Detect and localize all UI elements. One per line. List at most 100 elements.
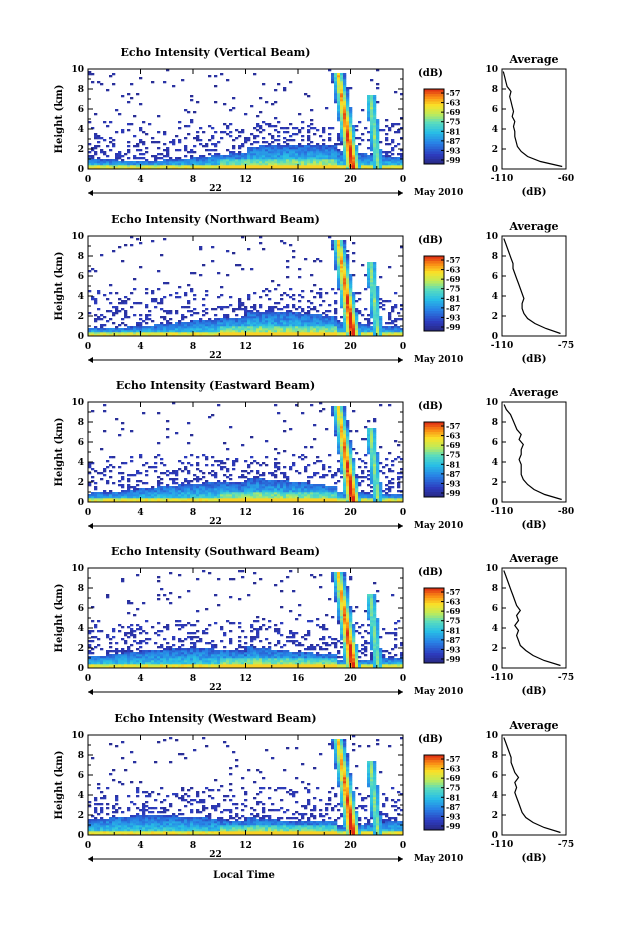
heatmap-cell: [292, 464, 296, 467]
colorbar-segment: [424, 432, 444, 435]
heatmap-cell: [373, 450, 377, 453]
heatmap-cell: [262, 328, 266, 331]
heatmap-cell: [142, 320, 146, 323]
heatmap-cell: [271, 135, 275, 138]
heatmap-cell: [199, 490, 203, 493]
heatmap-cell: [373, 316, 377, 319]
heatmap-cell: [328, 167, 332, 170]
heatmap-cell: [376, 474, 380, 477]
heatmap-cell: [289, 496, 293, 499]
heatmap-cell: [301, 500, 305, 503]
heatmap-cell: [304, 165, 308, 168]
colorbar-segment: [424, 91, 444, 95]
heatmap-cell: [193, 484, 197, 487]
heatmap-cell: [292, 294, 296, 297]
heatmap-cell: [373, 454, 377, 457]
heatmap-cell: [211, 161, 215, 164]
heatmap-cell: [307, 330, 311, 333]
heatmap-cell: [145, 492, 149, 495]
heatmap-cell: [262, 159, 266, 162]
heatmap-cell: [349, 480, 353, 483]
heatmap-cell: [298, 113, 302, 116]
heatmap-cell: [400, 93, 404, 96]
heatmap-cell: [166, 420, 170, 423]
heatmap-cell: [271, 153, 275, 156]
heatmap-cell: [376, 458, 380, 461]
heatmap-cell: [352, 137, 356, 140]
heatmap-cell: [163, 155, 167, 158]
heatmap-cell: [202, 320, 206, 323]
ytick-label: 6: [78, 272, 84, 282]
heatmap-cell: [286, 334, 290, 337]
heatmap-cell: [295, 498, 299, 501]
heatmap-cell: [343, 113, 347, 116]
heatmap-cell: [322, 300, 326, 303]
heatmap-cell: [190, 434, 194, 437]
heatmap-cell: [271, 490, 275, 493]
heatmap-cell: [304, 147, 308, 150]
heatmap-cell: [289, 322, 293, 325]
heatmap-cell: [382, 155, 386, 158]
heatmap-cell: [292, 498, 296, 501]
heatmap-cell: [238, 332, 242, 335]
heatmap-cell: [178, 121, 182, 124]
heatmap-cell: [370, 121, 374, 124]
heatmap-cell: [337, 276, 341, 279]
heatmap-cell: [148, 314, 152, 317]
heatmap-cell: [337, 91, 341, 94]
heatmap-cell: [121, 484, 125, 487]
heatmap-cell: [349, 448, 353, 451]
heatmap-cell: [133, 328, 137, 331]
heatmap-cell: [265, 141, 269, 144]
heatmap-cell: [190, 328, 194, 331]
heatmap-cell: [292, 326, 296, 329]
heatmap-cell: [166, 159, 170, 162]
heatmap-cell: [139, 129, 143, 132]
heatmap-cell: [391, 167, 395, 170]
heatmap-cell: [385, 161, 389, 164]
heatmap-cell: [352, 474, 356, 477]
heatmap-cell: [373, 157, 377, 160]
heatmap-cell: [346, 260, 350, 263]
heatmap-cell: [229, 486, 233, 489]
heatmap-cell: [283, 466, 287, 469]
heatmap-cell: [88, 652, 92, 655]
heatmap-cell: [343, 312, 347, 315]
heatmap-cell: [94, 153, 98, 156]
colorbar-frame: [423, 255, 445, 332]
heatmap-cell: [337, 97, 341, 100]
heatmap-cell: [181, 163, 185, 166]
heatmap-cell: [97, 638, 101, 641]
heatmap-cell: [346, 117, 350, 120]
heatmap: [88, 570, 404, 669]
heatmap-cell: [187, 462, 191, 465]
heatmap-cell: [175, 292, 179, 295]
heatmap-cell: [235, 129, 239, 132]
heatmap-cell: [91, 652, 95, 655]
heatmap-cell: [253, 480, 257, 483]
heatmap-cell: [196, 135, 200, 138]
heatmap-cell: [367, 498, 371, 501]
heatmap-cell: [346, 498, 350, 501]
heatmap-cell: [193, 488, 197, 491]
heatmap-cell: [331, 147, 335, 150]
heatmap-cell: [232, 320, 236, 323]
heatmap-cell: [169, 294, 173, 297]
heatmap-cell: [100, 332, 104, 335]
heatmap-cell: [163, 330, 167, 333]
heatmap-cell: [250, 490, 254, 493]
heatmap-cell: [292, 157, 296, 160]
heatmap-cell: [352, 490, 356, 493]
heatmap-cell: [184, 500, 188, 503]
heatmap-cell: [367, 159, 371, 162]
heatmap-cell: [196, 330, 200, 333]
heatmap-cell: [331, 408, 335, 411]
heatmap-cell: [292, 145, 296, 148]
heatmap-cell: [373, 139, 377, 142]
heatmap-cell: [259, 151, 263, 154]
heatmap-cell: [316, 332, 320, 335]
heatmap-cell: [343, 260, 347, 263]
heatmap-cell: [334, 302, 338, 305]
heatmap-cell: [346, 272, 350, 275]
